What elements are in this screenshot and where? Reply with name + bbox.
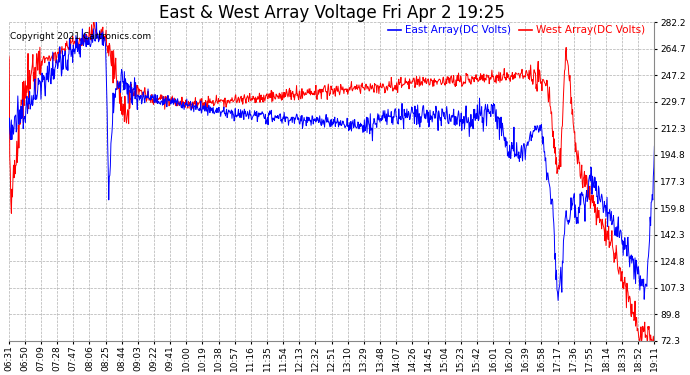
- Text: Copyright 2021 Cartronics.com: Copyright 2021 Cartronics.com: [10, 32, 151, 41]
- Title: East & West Array Voltage Fri Apr 2 19:25: East & West Array Voltage Fri Apr 2 19:2…: [159, 4, 504, 22]
- Legend: East Array(DC Volts), West Array(DC Volts): East Array(DC Volts), West Array(DC Volt…: [384, 21, 649, 39]
